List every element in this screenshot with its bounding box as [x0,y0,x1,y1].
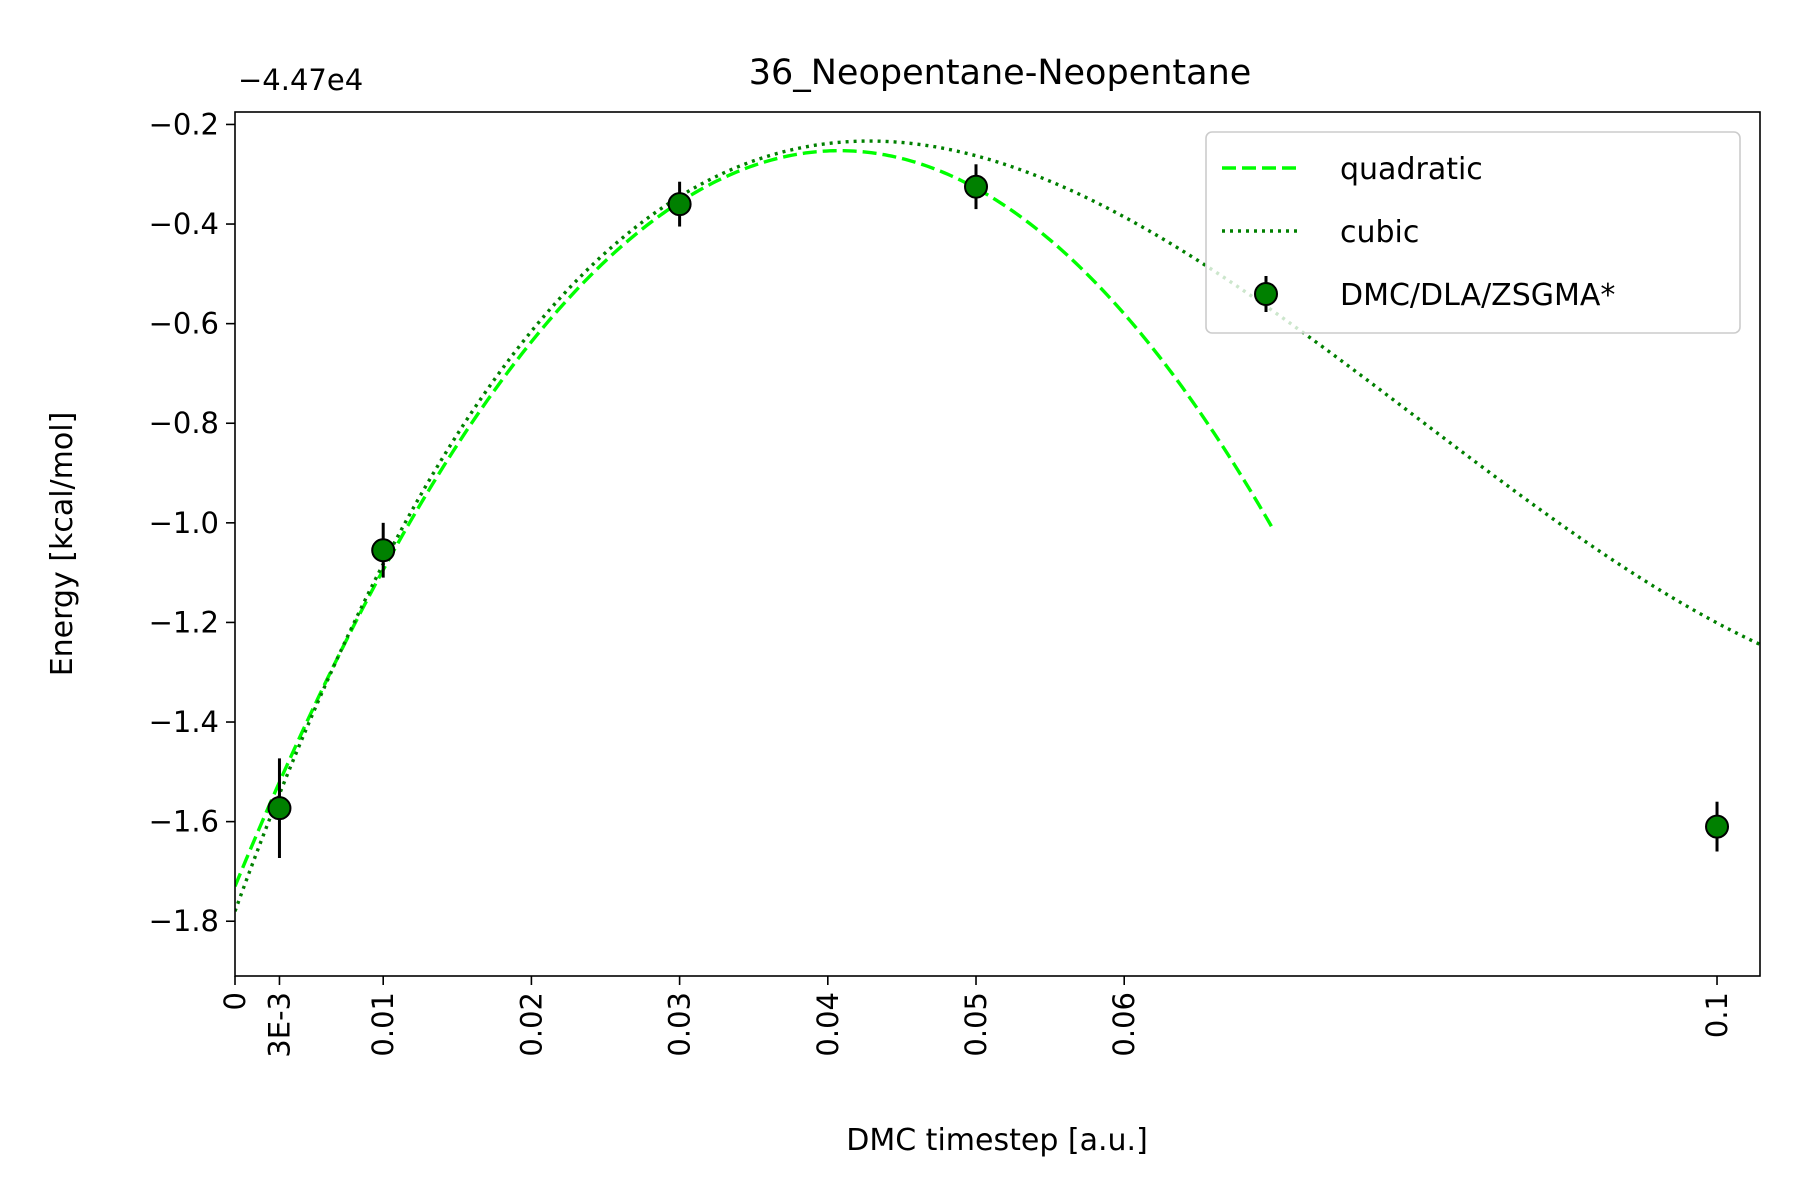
y-tick-label: −1.2 [149,605,219,639]
cubic-fit-curve [235,139,1760,912]
y-axis-label: Energy [kcal/mol] [45,412,80,677]
data-point [1705,801,1730,852]
plot-frame [234,111,1761,977]
legend-box [1205,131,1741,334]
y-axis: −0.2 −0.4 −0.6 −0.8 −1.0 −1.2 −1.4 −1.6 −1.8 [149,107,235,938]
data-marker [371,538,396,563]
y-tick-label: −1.0 [149,506,219,540]
legend-dmc-label: DMC/DLA/ZSGMA* [1340,278,1615,313]
data-point [267,758,292,858]
y-tick-label: −0.6 [149,307,219,341]
data-point [964,164,989,210]
data-point [667,181,692,227]
x-tick-label: 0.01 [366,992,400,1057]
data-marker [1705,814,1730,839]
x-tick-label: 3E-3 [262,992,296,1058]
x-tick-label: 0 [218,992,252,1010]
y-tick-label: −0.4 [149,207,219,241]
legend-marker [1254,282,1278,306]
quadratic-fit-curve [235,148,1274,888]
x-tick-label: 0.05 [959,992,993,1057]
data-marker [667,192,692,217]
x-tick-label: 0.1 [1700,992,1734,1038]
x-tick-label: 0.06 [1107,992,1141,1057]
data-marker [267,796,292,821]
data-point [371,522,396,578]
fit-curves [235,139,1760,912]
data-points [267,164,1730,858]
y-offset-label: −4.47e4 [238,63,363,97]
x-tick-label: 0.04 [811,992,845,1057]
y-tick-label: −0.8 [149,406,219,440]
legend-quadratic-label: quadratic [1340,152,1483,187]
y-tick-label: −0.2 [149,107,219,141]
data-marker [964,174,989,199]
legend: quadratic cubic DMC/DLA/ZSGMA* [1205,131,1741,334]
x-tick-label: 0.02 [514,992,548,1057]
x-axis-label: DMC timestep [a.u.] [846,1123,1148,1158]
y-tick-label: −1.8 [149,904,219,938]
x-axis: 0 3E-3 0.01 0.02 0.03 0.04 0.05 0.06 0.1 [218,976,1734,1058]
x-tick-label: 0.03 [663,992,697,1057]
y-tick-label: −1.6 [149,805,219,839]
plot-area [234,111,1761,977]
chart-title: 36_Neopentane-Neopentane [749,53,1252,93]
y-tick-label: −1.4 [149,705,219,739]
legend-cubic-label: cubic [1340,215,1419,250]
